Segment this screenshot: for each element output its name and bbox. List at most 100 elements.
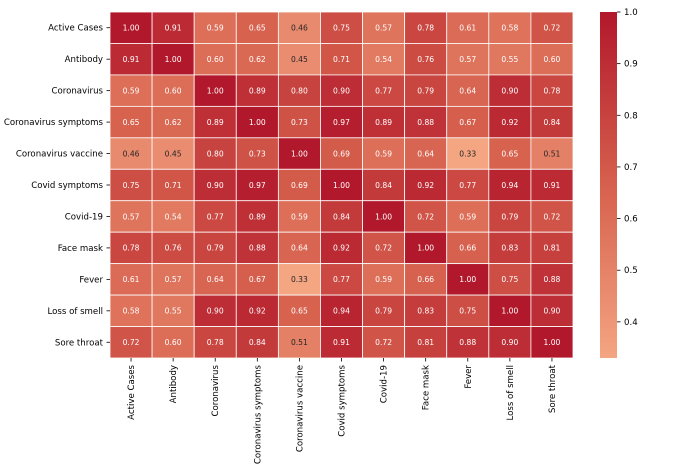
cell-value-label: 0.79 xyxy=(375,307,392,316)
heatmap-cell xyxy=(488,11,532,44)
cell-value-label: 0.33 xyxy=(459,149,476,158)
heatmap-cell xyxy=(109,43,153,76)
heatmap-cell xyxy=(109,231,153,265)
cell-value-label: 0.88 xyxy=(249,244,266,253)
heatmap-cell xyxy=(320,105,363,139)
cell-value-label: 0.64 xyxy=(417,149,434,158)
cell-value-label: 0.75 xyxy=(501,275,518,284)
cell-value-label: 0.66 xyxy=(459,244,476,253)
heatmap-cell xyxy=(446,168,490,202)
cell-value-label: 0.75 xyxy=(333,24,350,33)
cell-value-label: 0.33 xyxy=(291,275,308,284)
heatmap-cell xyxy=(277,294,321,327)
heatmap-cell xyxy=(320,137,363,170)
heatmap-cell xyxy=(109,168,153,202)
cell-value-label: 0.81 xyxy=(417,338,434,347)
column-label: Antibody xyxy=(169,365,179,403)
cell-value-label: 0.89 xyxy=(249,212,266,221)
cell-value-label: 0.79 xyxy=(501,212,518,221)
cell-value-label: 0.72 xyxy=(375,244,392,253)
heatmap-cell xyxy=(320,294,363,327)
cell-value-label: 0.94 xyxy=(333,307,350,316)
heatmap-cell xyxy=(151,326,195,359)
column-labels: Active Cases Antibody Coronavirus Coronavir… xyxy=(127,358,558,464)
cell-value-label: 0.90 xyxy=(207,181,224,190)
heatmap-cell xyxy=(362,137,406,170)
row-label: Fever xyxy=(79,275,103,285)
heatmap-cell xyxy=(488,105,532,139)
cell-value-label: 0.88 xyxy=(543,275,560,284)
heatmap-cell xyxy=(362,200,406,233)
cell-value-label: 0.92 xyxy=(333,244,350,253)
heatmap-cell xyxy=(320,200,363,233)
cell-value-label: 0.59 xyxy=(375,275,392,284)
heatmap-cell xyxy=(446,200,490,233)
heatmap-cell xyxy=(151,11,195,44)
heatmap-cell xyxy=(488,200,532,233)
heatmap-cell xyxy=(193,105,237,139)
cell-value-label: 0.79 xyxy=(417,86,434,95)
cell-value-label: 1.00 xyxy=(165,55,182,64)
heatmap-cell xyxy=(193,263,237,296)
cell-value-label: 0.73 xyxy=(249,149,266,158)
column-label: Loss of smell xyxy=(506,365,516,421)
heatmap-cell xyxy=(235,105,279,139)
heatmap-cell xyxy=(446,263,490,296)
heatmap-cell xyxy=(277,231,321,265)
row-label: Covid-19 xyxy=(65,212,103,222)
cell-value-label: 1.00 xyxy=(333,181,350,190)
cell-value-label: 0.45 xyxy=(165,149,182,158)
cell-value-label: 1.00 xyxy=(249,118,266,127)
heatmap-cell xyxy=(109,200,153,233)
cell-value-label: 0.89 xyxy=(249,86,266,95)
cell-value-label: 0.57 xyxy=(165,275,182,284)
column-label: Covid-19 xyxy=(380,365,390,403)
cell-value-label: 0.57 xyxy=(459,55,476,64)
cell-value-label: 0.91 xyxy=(333,338,350,347)
cell-value-label: 0.90 xyxy=(501,338,518,347)
colorbar: 0.4 0.5 0.6 0.7 0.8 0.9 1.0 xyxy=(600,8,638,358)
cell-value-label: 0.77 xyxy=(333,275,350,284)
heatmap-cell xyxy=(320,74,363,107)
heatmap-cell xyxy=(362,43,406,76)
heatmap-cell xyxy=(488,43,532,76)
cell-value-label: 0.94 xyxy=(501,181,518,190)
cell-value-label: 0.73 xyxy=(291,118,308,127)
heatmap-cell xyxy=(530,43,574,76)
row-label: Face mask xyxy=(58,244,103,254)
cell-value-label: 0.91 xyxy=(165,24,182,33)
cell-value-label: 0.67 xyxy=(459,118,476,127)
cell-value-label: 1.00 xyxy=(123,24,140,33)
cell-value-label: 0.92 xyxy=(501,118,518,127)
column-label: Coronavirus symptoms xyxy=(253,364,263,464)
heatmap-cell xyxy=(151,137,195,170)
heatmap-cell xyxy=(446,105,490,139)
cell-value-label: 0.76 xyxy=(165,244,182,253)
heatmap-cell xyxy=(193,326,237,359)
column-label: Face mask xyxy=(422,365,432,410)
heatmap-cell xyxy=(530,137,574,170)
cell-value-label: 1.00 xyxy=(417,244,434,253)
cell-value-label: 0.60 xyxy=(165,86,182,95)
cell-value-label: 0.91 xyxy=(543,181,560,190)
heatmap-cell xyxy=(277,43,321,76)
cell-value-label: 0.81 xyxy=(543,244,560,253)
cell-value-label: 0.59 xyxy=(207,24,224,33)
cell-value-label: 0.97 xyxy=(333,118,350,127)
cell-value-label: 0.72 xyxy=(543,24,560,33)
cell-value-label: 1.00 xyxy=(501,307,518,316)
cell-value-label: 0.61 xyxy=(459,24,476,33)
cell-value-label: 0.67 xyxy=(249,275,266,284)
cell-value-label: 0.84 xyxy=(375,181,392,190)
cell-value-label: 0.62 xyxy=(249,55,266,64)
heatmap-cell xyxy=(109,263,153,296)
cell-value-label: 0.58 xyxy=(501,24,518,33)
row-label: Coronavirus symptoms xyxy=(4,118,104,128)
heatmap-cell xyxy=(404,231,448,265)
heatmap-cell xyxy=(362,105,406,139)
colorbar-tick-label: 1.0 xyxy=(624,8,638,18)
heatmap-cell xyxy=(320,11,363,44)
cell-value-label: 0.83 xyxy=(501,244,518,253)
cell-value-label: 0.54 xyxy=(375,55,392,64)
cell-value-label: 0.59 xyxy=(459,212,476,221)
